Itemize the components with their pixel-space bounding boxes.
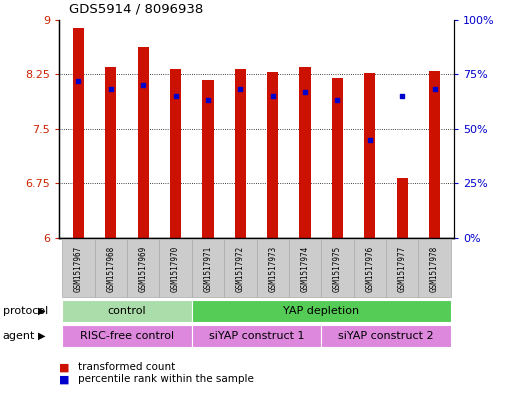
Text: ■: ■	[59, 362, 69, 373]
Point	[366, 136, 374, 143]
Point	[398, 93, 406, 99]
Bar	[386, 239, 419, 297]
Text: ▶: ▶	[38, 306, 46, 316]
Bar	[170, 69, 181, 238]
Point	[333, 97, 342, 103]
Text: GSM1517976: GSM1517976	[365, 246, 374, 292]
Bar	[256, 239, 289, 297]
Point	[139, 82, 147, 88]
Text: GSM1517968: GSM1517968	[106, 246, 115, 292]
Text: percentile rank within the sample: percentile rank within the sample	[78, 374, 254, 384]
Text: protocol: protocol	[3, 306, 48, 316]
Text: GSM1517972: GSM1517972	[236, 246, 245, 292]
Bar	[321, 239, 353, 297]
Bar	[267, 72, 279, 238]
Text: agent: agent	[3, 331, 35, 341]
Bar	[62, 239, 94, 297]
Bar	[234, 69, 246, 238]
Text: GSM1517978: GSM1517978	[430, 246, 439, 292]
Text: siYAP construct 2: siYAP construct 2	[338, 331, 434, 341]
Bar	[73, 28, 84, 238]
Text: YAP depletion: YAP depletion	[283, 306, 359, 316]
Text: RISC-free control: RISC-free control	[80, 331, 174, 341]
Text: GSM1517970: GSM1517970	[171, 246, 180, 292]
Point	[430, 86, 439, 93]
Text: GSM1517969: GSM1517969	[139, 246, 148, 292]
Point	[269, 93, 277, 99]
Text: transformed count: transformed count	[78, 362, 176, 373]
Bar	[419, 239, 451, 297]
Bar	[94, 239, 127, 297]
Bar	[321, 325, 451, 347]
Bar	[127, 239, 160, 297]
Bar	[62, 325, 192, 347]
Bar	[289, 239, 321, 297]
Bar	[105, 67, 116, 238]
Point	[301, 88, 309, 95]
Text: control: control	[108, 306, 146, 316]
Bar	[137, 47, 149, 238]
Text: GDS5914 / 8096938: GDS5914 / 8096938	[69, 3, 204, 16]
Bar	[202, 80, 213, 238]
Bar	[429, 70, 440, 238]
Text: GSM1517975: GSM1517975	[333, 246, 342, 292]
Point	[204, 97, 212, 103]
Point	[236, 86, 244, 93]
Text: GSM1517974: GSM1517974	[301, 246, 309, 292]
Bar	[224, 239, 256, 297]
Text: GSM1517973: GSM1517973	[268, 246, 277, 292]
Point	[74, 77, 83, 84]
Text: siYAP construct 1: siYAP construct 1	[209, 331, 304, 341]
Text: GSM1517971: GSM1517971	[204, 246, 212, 292]
Bar	[62, 299, 192, 322]
Text: ▶: ▶	[38, 331, 46, 341]
Bar	[397, 178, 408, 238]
Bar	[192, 299, 451, 322]
Point	[107, 86, 115, 93]
Bar	[332, 78, 343, 238]
Bar	[300, 67, 311, 238]
Bar	[353, 239, 386, 297]
Bar	[160, 239, 192, 297]
Text: GSM1517977: GSM1517977	[398, 246, 407, 292]
Text: GSM1517967: GSM1517967	[74, 246, 83, 292]
Bar	[192, 325, 321, 347]
Bar	[364, 73, 376, 238]
Text: ■: ■	[59, 374, 69, 384]
Bar	[192, 239, 224, 297]
Point	[171, 93, 180, 99]
